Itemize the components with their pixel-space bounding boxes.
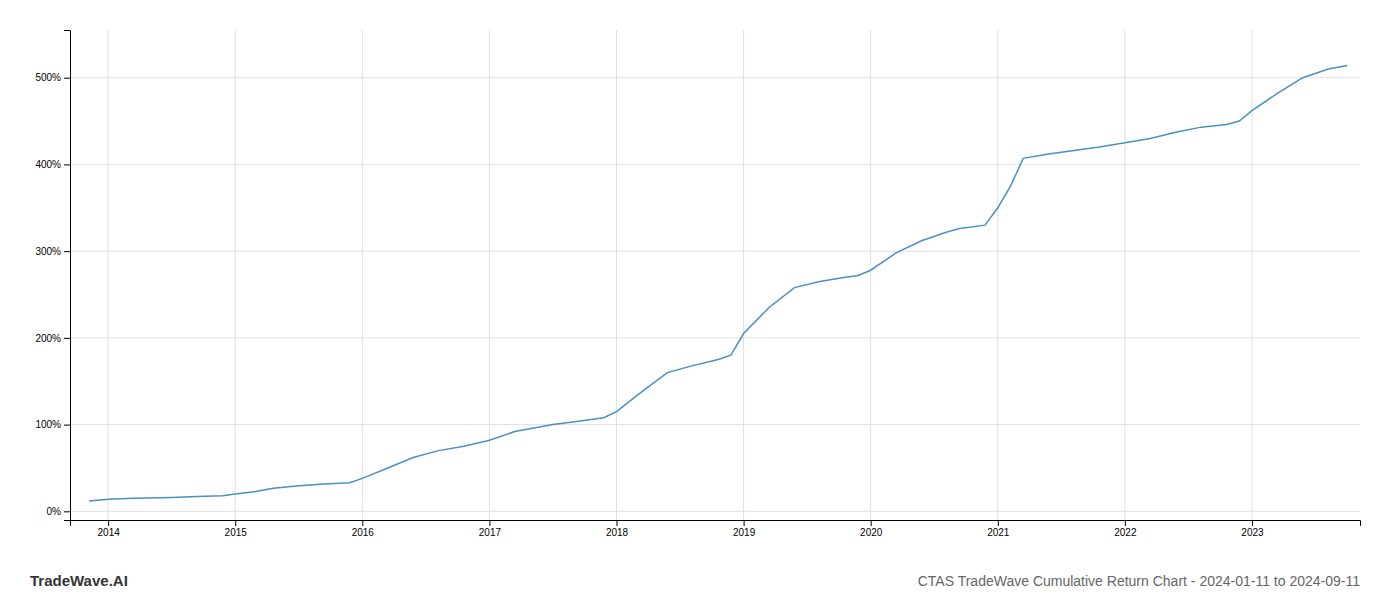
grid [70,30,1360,520]
x-tick-label: 2020 [860,527,883,538]
x-tick-mark [871,520,872,526]
grid-line-x [1251,30,1252,520]
x-tick-mark [1125,520,1126,526]
y-tick: 500% [35,72,70,83]
x-tick: 2018 [606,520,629,538]
x-tick-mark [235,520,236,526]
x-tick: 2015 [225,520,248,538]
x-tick: 2021 [987,520,1010,538]
grid-line-x [997,30,998,520]
grid-line-y [70,511,1360,512]
y-tick-label: 100% [35,419,61,430]
x-tick-label: 2017 [479,527,502,538]
x-tick-label: 2015 [225,527,248,538]
grid-line-y [70,424,1360,425]
grid-line-x [489,30,490,520]
x-tick: 2017 [479,520,502,538]
line [89,66,1347,501]
watermark: TradeWave.AI [30,572,128,589]
y-axis: 0% 100% 200% 300% 400% 500% [35,31,70,521]
x-tick-mark [108,520,109,526]
x-tick: 2016 [352,520,375,538]
x-tick-label: 2014 [98,527,121,538]
x-tick-label: 2023 [1241,527,1264,538]
x-tick-mark [998,520,999,526]
grid-line-y [70,77,1360,78]
x-tick-label: 2016 [352,527,375,538]
y-tick-mark [64,511,70,512]
title: CTAS TradeWave Cumulative Return Chart -… [918,573,1360,589]
grid-line-x [743,30,744,520]
grid-line-y [70,251,1360,252]
x-axis-line [71,521,1361,527]
x-tick-label: 2021 [987,527,1010,538]
y-tick: 200% [35,333,70,344]
grid-line-x [362,30,363,520]
y-tick-label: 400% [35,159,61,170]
x-tick-mark [489,520,490,526]
y-tick-label: 300% [35,246,61,257]
y-tick-mark [64,338,70,339]
x-tick: 2020 [860,520,883,538]
grid-line-x [108,30,109,520]
x-tick: 2023 [1241,520,1264,538]
x-tick-mark [362,520,363,526]
x-tick: 2014 [98,520,121,538]
grid-line-x [616,30,617,520]
y-tick-mark [64,425,70,426]
y-axis-line [64,31,71,521]
x-tick-label: 2018 [606,527,629,538]
grid-line-x [870,30,871,520]
y-tick: 400% [35,159,70,170]
x-tick-label: 2019 [733,527,756,538]
chart: 2014 2015 2016 2017 2018 2019 2020 2021 2022 2023… [0,0,1400,600]
y-tick-label: 200% [35,333,61,344]
grid-line-x [1124,30,1125,520]
y-tick-label: 0% [47,506,62,517]
y-tick: 100% [35,419,70,430]
y-tick-mark [64,78,70,79]
x-tick-label: 2022 [1114,527,1137,538]
grid-line-x [235,30,236,520]
y-tick-mark [64,164,70,165]
x-tick: 2022 [1114,520,1137,538]
y-tick: 0% [47,506,70,517]
grid-line-y [70,164,1360,165]
x-axis: 2014 2015 2016 2017 2018 2019 2020 2021 2022 2023 [71,520,1361,538]
y-tick-mark [64,251,70,252]
y-tick: 300% [35,246,70,257]
plot-area [89,66,1347,501]
x-tick-mark [1252,520,1253,526]
y-tick-label: 500% [35,72,61,83]
x-tick: 2019 [733,520,756,538]
x-tick-mark [744,520,745,526]
x-tick-mark [617,520,618,526]
grid-line-y [70,337,1360,338]
